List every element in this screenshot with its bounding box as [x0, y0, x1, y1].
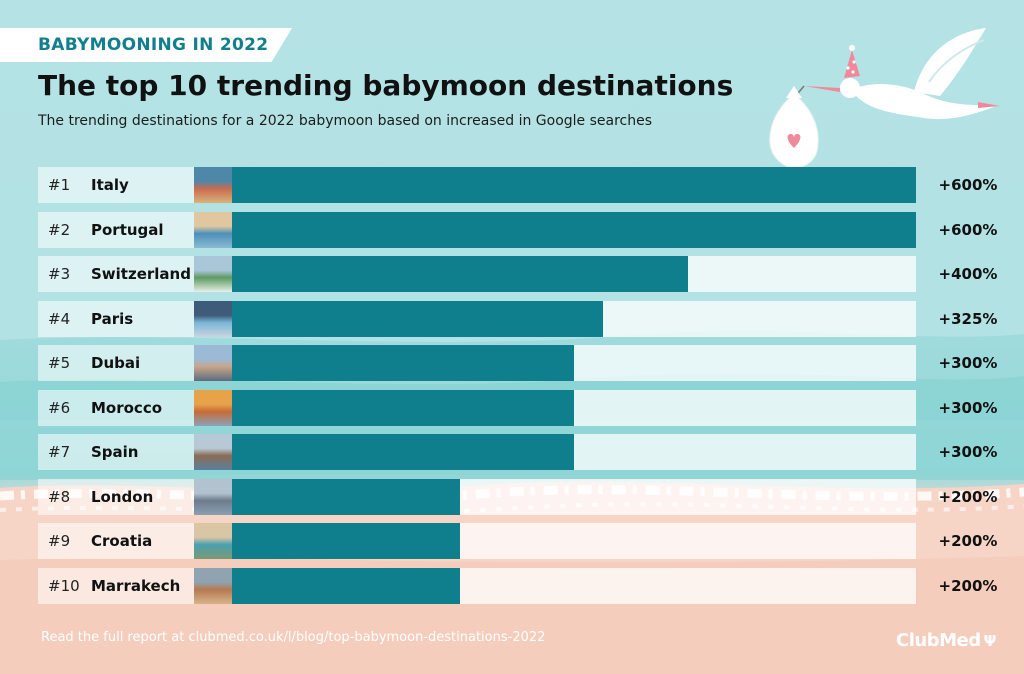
- value-label: +600%: [938, 176, 998, 194]
- bar-track: [232, 256, 916, 292]
- page-title: The top 10 trending babymoon destination…: [38, 69, 734, 102]
- category-label: Switzerland: [91, 265, 191, 283]
- category-banner: BABYMOONING IN 2022: [0, 28, 292, 62]
- bar: [232, 300, 603, 337]
- rank-label: #3: [48, 265, 71, 283]
- value-label: +300%: [938, 354, 998, 372]
- destination-photo-icon: [194, 389, 232, 426]
- bar-track: [232, 567, 916, 604]
- bar-track: [232, 345, 916, 381]
- destination-photo-icon: [194, 434, 232, 470]
- row-background: [38, 523, 916, 559]
- destination-photo-icon: [194, 211, 232, 248]
- rank-label: #6: [48, 398, 71, 417]
- rank-label: #9: [48, 532, 71, 550]
- bar-track: [232, 434, 916, 470]
- rank-label: #4: [48, 309, 71, 328]
- bar: [232, 523, 460, 559]
- category-label: Croatia: [91, 532, 153, 550]
- destination-photo-icon: [194, 256, 232, 292]
- value-label: +200%: [938, 576, 998, 595]
- value-label: +400%: [938, 265, 998, 283]
- rank-label: #8: [48, 487, 71, 506]
- chart-row: #10 Marrakech +200%: [38, 567, 997, 604]
- chart-row: #3 Switzerland +400%: [38, 256, 997, 292]
- bar-track: [232, 167, 916, 203]
- stork-illustration-icon: [769, 28, 1000, 169]
- bar-track: [232, 300, 916, 337]
- destination-photo-icon: [194, 167, 232, 203]
- chart-row: #5 Dubai +300%: [38, 345, 997, 381]
- category-label: Dubai: [91, 354, 141, 372]
- bar-track: [232, 478, 916, 515]
- value-label: +300%: [938, 398, 998, 417]
- category-label: Marrakech: [91, 576, 181, 595]
- destination-photo-icon: [194, 478, 232, 515]
- rank-label: #7: [48, 443, 71, 461]
- category-label: Spain: [91, 443, 139, 461]
- bar: [232, 478, 460, 515]
- destination-photo-icon: [194, 523, 232, 559]
- rank-label: #5: [48, 354, 71, 372]
- value-label: +300%: [938, 443, 998, 461]
- category-label: London: [91, 487, 154, 506]
- bar-track: [232, 523, 916, 559]
- chart-row: #8 London +200%: [38, 478, 997, 515]
- row-background: [38, 567, 916, 604]
- bar: [232, 434, 574, 470]
- rank-label: #10: [48, 576, 80, 595]
- chart-row: #9 Croatia +200%: [38, 523, 997, 559]
- rank-label: #1: [48, 176, 71, 194]
- row-background: [38, 478, 916, 515]
- trident-icon: Ψ: [983, 632, 997, 650]
- bar: [232, 211, 916, 248]
- bar-track: [232, 389, 916, 426]
- category-label: Paris: [91, 309, 134, 328]
- bar: [232, 256, 688, 292]
- rank-label: #2: [48, 220, 71, 239]
- value-label: +325%: [938, 309, 998, 328]
- chart-row: #4 Paris +325%: [38, 300, 997, 337]
- destination-photo-icon: [194, 300, 232, 337]
- destination-photo-icon: [194, 567, 232, 604]
- chart-row: #6 Morocco +300%: [38, 389, 997, 426]
- clubmed-logo: ClubMed Ψ: [896, 630, 996, 651]
- banner-text: BABYMOONING IN 2022: [38, 35, 269, 55]
- bar: [232, 345, 574, 381]
- category-label: Portugal: [91, 220, 164, 239]
- chart-row: #1 Italy +600%: [38, 167, 997, 203]
- value-label: +200%: [938, 487, 998, 506]
- value-label: +600%: [938, 220, 998, 239]
- bar: [232, 567, 460, 604]
- chart-row: #7 Spain +300%: [38, 434, 997, 470]
- category-label: Morocco: [91, 398, 163, 417]
- bar: [232, 167, 916, 203]
- bar-track: [232, 211, 916, 248]
- category-label: Italy: [91, 176, 129, 194]
- page-subtitle: The trending destinations for a 2022 bab…: [38, 113, 653, 129]
- destination-photo-icon: [194, 345, 232, 381]
- bar: [232, 389, 574, 426]
- footer-source-text: Read the full report at clubmed.co.uk/l/…: [41, 630, 546, 645]
- value-label: +200%: [938, 532, 998, 550]
- chart-row: #2 Portugal +600%: [38, 211, 997, 248]
- logo-text: ClubMed: [896, 630, 981, 651]
